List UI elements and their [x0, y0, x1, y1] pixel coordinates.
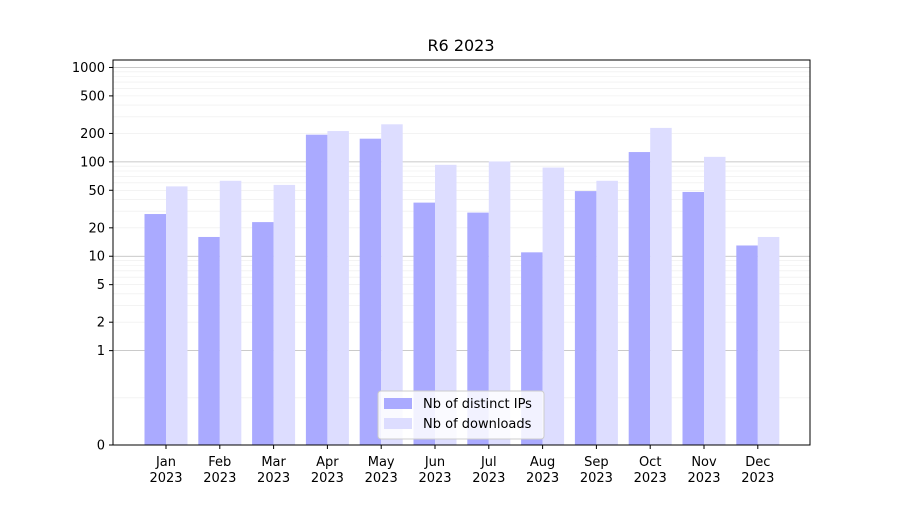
bar-downloads — [327, 131, 349, 445]
y-tick-label: 10 — [88, 250, 105, 265]
legend: Nb of distinct IPs Nb of downloads — [377, 390, 545, 440]
bar-distinct-ips — [736, 245, 758, 445]
x-tick-label-year: 2023 — [687, 471, 720, 486]
legend-box — [377, 390, 545, 440]
x-tick-label-month: Apr — [316, 455, 339, 470]
legend-label: Nb of distinct IPs — [423, 397, 532, 412]
y-tick-label: 500 — [80, 89, 105, 104]
bar-distinct-ips — [252, 222, 274, 445]
bar-downloads — [650, 127, 672, 445]
bar-downloads — [273, 184, 296, 446]
x-tick-label-month: Feb — [208, 455, 231, 470]
x-tick-label-month: Jan — [155, 455, 176, 470]
x-tick-label-year: 2023 — [311, 471, 344, 486]
x-tick-label-year: 2023 — [741, 471, 774, 486]
bar-distinct-ips — [413, 202, 435, 445]
x-tick-label-month: Sep — [584, 455, 609, 470]
x-tick-label-month: Aug — [530, 455, 555, 470]
x-tick-label-month: Dec — [745, 455, 770, 470]
x-axis: Jan2023Feb2023Mar2023Apr2023May2023Jun20… — [149, 445, 774, 486]
y-tick-label: 0 — [97, 439, 105, 454]
bar-distinct-ips — [682, 191, 704, 445]
y-tick-label: 1 — [97, 344, 105, 359]
bar-downloads — [488, 161, 511, 445]
bar-downloads — [381, 124, 403, 446]
x-tick-label-month: Nov — [691, 455, 717, 470]
x-tick-label-month: Jun — [424, 455, 445, 470]
bar-distinct-ips — [359, 138, 382, 445]
y-tick-label: 200 — [80, 127, 105, 142]
x-tick-label-month: Jul — [480, 455, 497, 470]
bar-distinct-ips — [467, 212, 489, 445]
bar-downloads — [542, 167, 565, 445]
bars-layer — [144, 124, 780, 446]
x-tick-label-month: Oct — [639, 455, 661, 470]
x-tick-label-year: 2023 — [580, 471, 613, 486]
legend-swatch — [384, 418, 412, 429]
x-tick-label-year: 2023 — [203, 471, 236, 486]
y-tick-label: 5 — [97, 278, 105, 293]
bar-downloads — [219, 180, 242, 445]
x-tick-label-year: 2023 — [418, 471, 451, 486]
x-tick-label-year: 2023 — [526, 471, 559, 486]
legend-label: Nb of downloads — [423, 417, 532, 432]
chart-title: R6 2023 — [427, 36, 494, 55]
x-tick-label-year: 2023 — [149, 471, 182, 486]
x-tick-label-month: May — [368, 455, 395, 470]
y-tick-label: 20 — [88, 221, 105, 236]
plot-frame — [112, 59, 811, 446]
y-axis: 0 1 2 5 10 20 50 100 200 500 1000 — [72, 61, 113, 454]
y-tick-label: 50 — [88, 184, 105, 199]
bar-downloads — [166, 186, 188, 445]
bar-downloads — [757, 236, 780, 445]
x-tick-label-year: 2023 — [365, 471, 398, 486]
y-tick-label: 100 — [80, 155, 105, 170]
x-tick-label-year: 2023 — [634, 471, 667, 486]
x-tick-label-month: Mar — [261, 455, 286, 470]
bar-downloads — [704, 156, 726, 445]
y-tick-label: 2 — [97, 316, 105, 331]
legend-swatch — [384, 398, 412, 409]
bar-distinct-ips — [574, 191, 597, 445]
bar-distinct-ips — [198, 236, 220, 445]
bar-distinct-ips — [628, 152, 651, 445]
bar-downloads — [596, 180, 618, 445]
bar-downloads — [435, 164, 457, 445]
bar-distinct-ips — [305, 134, 328, 446]
x-tick-label-year: 2023 — [472, 471, 505, 486]
x-tick-label-year: 2023 — [257, 471, 290, 486]
bar-distinct-ips — [144, 214, 166, 445]
y-tick-label: 1000 — [72, 61, 105, 76]
